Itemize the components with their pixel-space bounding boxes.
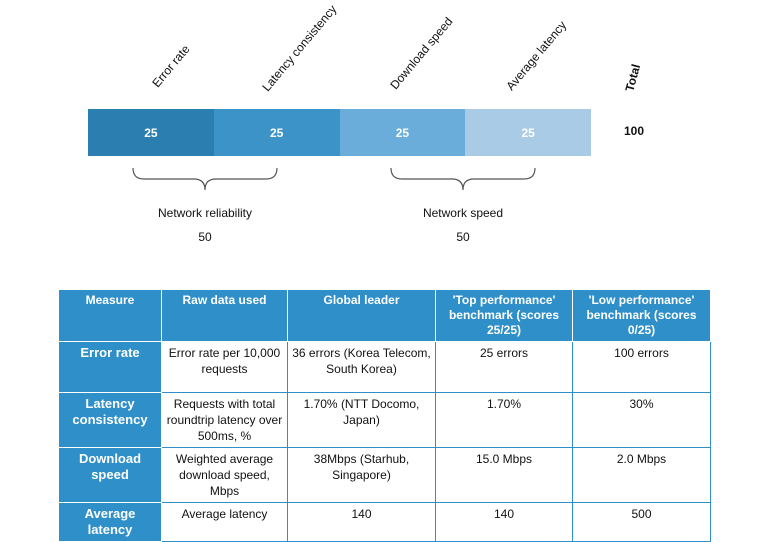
bar-segment-error-rate: 25 bbox=[88, 109, 214, 156]
group-name-network-speed: Network speed bbox=[422, 206, 504, 220]
category-label-download-speed: Download speed bbox=[387, 14, 456, 93]
header-measure: Measure bbox=[58, 289, 162, 342]
bracket-network-reliability bbox=[132, 167, 278, 191]
category-label-error-rate: Error rate bbox=[149, 42, 193, 90]
row-raw-data: Requests with total roundtrip latency ov… bbox=[161, 392, 288, 448]
bar-value-label: 25 bbox=[144, 125, 158, 140]
row-global-leader: 1.70% (NTT Docomo, Japan) bbox=[287, 392, 436, 448]
row-top-benchmark: 140 bbox=[435, 502, 573, 542]
row-global-leader: 38Mbps (Starhub, Singapore) bbox=[287, 447, 436, 503]
row-low-benchmark: 500 bbox=[572, 502, 711, 542]
category-label-average-latency: Average latency bbox=[503, 18, 570, 94]
header-top-benchmark: 'Top performance' benchmark (scores 25/2… bbox=[435, 289, 573, 342]
table-row: Error rate Error rate per 10,000 request… bbox=[58, 341, 711, 393]
row-raw-data: Weighted average download speed, Mbps bbox=[161, 447, 288, 503]
group-name-network-reliability: Network reliability bbox=[157, 206, 253, 220]
row-low-benchmark: 100 errors bbox=[572, 341, 711, 393]
header-low-benchmark: 'Low performance' benchmark (scores 0/25… bbox=[572, 289, 711, 342]
bar-segment-average-latency: 25 bbox=[465, 109, 591, 156]
row-measure: Average latency bbox=[58, 502, 162, 542]
table-header-row: Measure Raw data used Global leader 'Top… bbox=[58, 289, 711, 342]
benchmark-table: Measure Raw data used Global leader 'Top… bbox=[58, 289, 711, 542]
bar-segment-latency-consistency: 25 bbox=[213, 109, 340, 156]
bar-value-label: 25 bbox=[521, 125, 535, 140]
row-top-benchmark: 1.70% bbox=[435, 392, 573, 448]
category-label-latency-consistency: Latency consistency bbox=[259, 2, 340, 94]
bar-segment-download-speed: 25 bbox=[339, 109, 466, 156]
row-measure: Error rate bbox=[58, 341, 162, 393]
row-raw-data: Error rate per 10,000 requests bbox=[161, 341, 288, 393]
row-global-leader: 36 errors (Korea Telecom, South Korea) bbox=[287, 341, 436, 393]
row-raw-data: Average latency bbox=[161, 502, 288, 542]
score-bar: 25 25 25 25 bbox=[88, 109, 591, 156]
total-value: 100 bbox=[624, 124, 645, 138]
row-measure: Latency consistency bbox=[58, 392, 162, 448]
row-top-benchmark: 25 errors bbox=[435, 341, 573, 393]
group-value-network-speed: 50 bbox=[456, 230, 470, 244]
header-raw-data: Raw data used bbox=[161, 289, 288, 342]
row-top-benchmark: 15.0 Mbps bbox=[435, 447, 573, 503]
bracket-network-speed bbox=[390, 167, 536, 191]
header-global-leader: Global leader bbox=[287, 289, 436, 342]
row-global-leader: 140 bbox=[287, 502, 436, 542]
bar-value-label: 25 bbox=[269, 125, 284, 140]
table-row: Download speed Weighted average download… bbox=[58, 447, 711, 503]
row-low-benchmark: 2.0 Mbps bbox=[572, 447, 711, 503]
row-low-benchmark: 30% bbox=[572, 392, 711, 448]
group-value-network-reliability: 50 bbox=[198, 230, 212, 244]
table-row: Average latency Average latency 140 140 … bbox=[58, 502, 711, 542]
table-row: Latency consistency Requests with total … bbox=[58, 392, 711, 448]
total-label: Total bbox=[622, 62, 644, 93]
bar-value-label: 25 bbox=[395, 125, 410, 140]
row-measure: Download speed bbox=[58, 447, 162, 503]
